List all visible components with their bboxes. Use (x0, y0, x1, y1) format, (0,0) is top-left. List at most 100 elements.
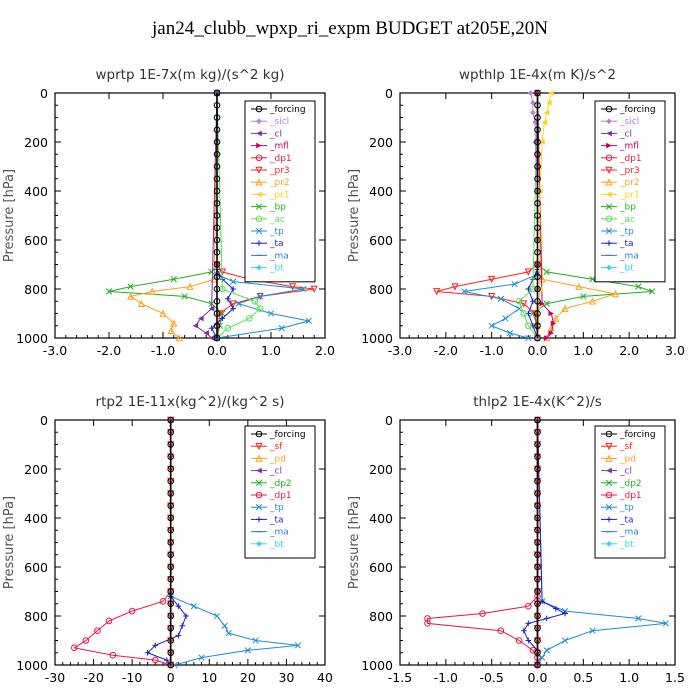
legend-label: _pr2 (269, 178, 290, 188)
series-line (216, 93, 309, 339)
data-point (167, 453, 175, 461)
legend-box (594, 425, 666, 559)
legend-label: _ta (269, 239, 284, 249)
legend-entry: _pr2 (601, 178, 640, 188)
legend-entry: _ta (251, 239, 284, 249)
legend-marker (255, 227, 263, 235)
data-point (213, 101, 221, 109)
legend-label: _cl (269, 129, 282, 139)
legend-marker (606, 191, 612, 198)
data-point (221, 622, 228, 629)
series-line (464, 93, 538, 339)
chart-panel-2: wpthlp 1E-4x(m K)/s^2 Pressure [hPa] -3.0 -… (347, 67, 685, 358)
data-point (167, 563, 175, 571)
data-point (534, 212, 541, 219)
legend-label: _forcing (619, 105, 656, 115)
chart-panel-4: thlp2 1E-4x(K^2)/s Pressure [hPa] -1.5 -1.0… (347, 394, 685, 685)
data-point (561, 304, 569, 312)
legend-label: _pr3 (269, 166, 290, 176)
legend-marker (606, 516, 612, 523)
legend-label: _pr1 (269, 190, 290, 200)
data-point (105, 617, 113, 625)
data-point (109, 651, 117, 659)
data-point (213, 261, 221, 268)
data-point (70, 644, 78, 652)
data-point (534, 224, 541, 232)
data-point (433, 288, 441, 296)
x-tick-label: -1.0 (151, 343, 175, 358)
data-point (213, 612, 221, 620)
chart-panel-3: rtp2 1E-11x(kg^2)/(kg^2 s) Pressure [hPa]… (2, 394, 333, 685)
legend-entry: _dp1 (251, 491, 292, 501)
data-point (213, 273, 221, 281)
data-point (648, 288, 656, 295)
legend-entry: _cl (601, 129, 632, 139)
data-point (127, 283, 134, 290)
y-tick-label: 600 (24, 233, 48, 248)
x-tick-label: 0 (167, 670, 175, 685)
data-point (534, 138, 541, 146)
legend-marker (605, 491, 613, 499)
legend-label: _ma (269, 251, 289, 261)
chart-title: wprtp 1E-7x(m kg)/(s^2 kg) (96, 67, 285, 83)
data-point (546, 100, 552, 106)
data-point (213, 126, 221, 134)
y-tick-label: 200 (24, 135, 48, 150)
data-point (167, 600, 175, 608)
data-point (167, 588, 175, 595)
series-line (537, 419, 666, 666)
data-point (167, 326, 175, 334)
legend-marker (605, 215, 613, 223)
legend-marker (606, 130, 612, 137)
data-point (235, 300, 242, 307)
x-tick-label: -20 (83, 670, 103, 685)
x-tick-label: -2.0 (97, 343, 121, 358)
legend-box (244, 100, 316, 283)
data-point (534, 490, 541, 497)
y-tick-label: 800 (369, 282, 393, 297)
data-point (424, 615, 431, 622)
legend-entry: _sicl (251, 117, 289, 127)
data-point (208, 325, 215, 331)
data-point (534, 624, 541, 632)
legend-entry: _dp1 (601, 154, 642, 164)
data-point (126, 292, 135, 300)
legend-box (244, 425, 316, 559)
legend-entry: _tp (251, 227, 284, 237)
series-line (146, 420, 187, 666)
legend-marker (256, 142, 262, 149)
data-point (288, 283, 297, 291)
legend-entry: _ma (251, 528, 289, 538)
series-pr3 (433, 89, 542, 342)
y-tick-label: 0 (385, 86, 393, 101)
y-tick-label: 400 (369, 184, 393, 199)
x-tick-label: 1.0 (261, 343, 281, 358)
data-point (230, 305, 236, 312)
data-point (534, 502, 541, 510)
legend-marker (605, 178, 613, 186)
legend-entry: _dp2 (601, 479, 642, 489)
legend-marker (605, 203, 613, 210)
y-tick-label: 0 (385, 413, 393, 428)
page-title: jan24_clubb_wpxp_ri_expm BUDGET at205E,2… (152, 18, 548, 39)
legend-marker (255, 215, 263, 223)
legend-label: _forcing (269, 430, 306, 440)
legend-entry: _forcing (601, 105, 656, 115)
data-point (159, 309, 167, 317)
legend-label: _ta (619, 239, 634, 249)
legend-label: _sicl (269, 117, 289, 127)
data-point (562, 610, 568, 617)
legend-entry: _bt (601, 540, 634, 550)
data-point (167, 514, 175, 522)
legend-entry: _dp1 (601, 491, 642, 501)
data-point (534, 150, 541, 158)
data-point (213, 297, 221, 305)
data-point (213, 285, 221, 293)
x-tick-label: -2.0 (434, 343, 458, 358)
legend-entry: _ta (601, 515, 634, 525)
series-dp1 (70, 416, 175, 669)
data-point (662, 620, 669, 627)
legend-marker (605, 166, 613, 174)
series-ta (208, 90, 236, 341)
data-point (267, 310, 275, 317)
